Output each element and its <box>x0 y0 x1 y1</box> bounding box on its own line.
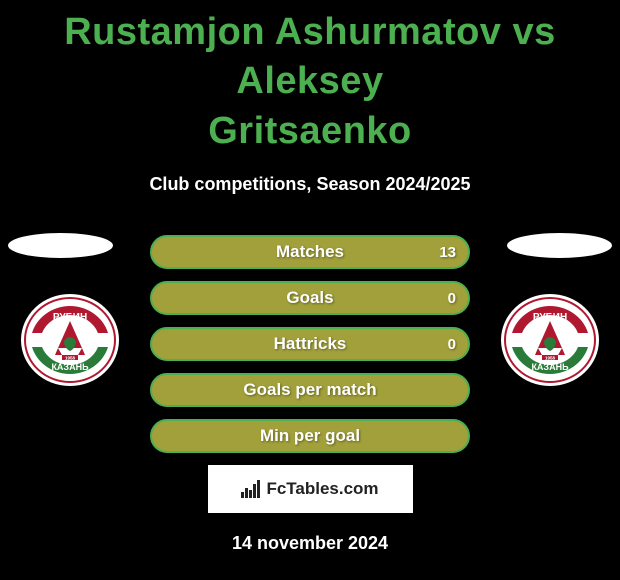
svg-text:КАЗАНЬ: КАЗАНЬ <box>51 362 89 372</box>
stat-label: Goals per match <box>243 380 376 400</box>
stat-label: Min per goal <box>260 426 360 446</box>
stat-row-min-per-goal: Min per goal <box>150 419 470 453</box>
stat-row-goals-per-match: Goals per match <box>150 373 470 407</box>
stat-right-value: 0 <box>448 336 456 353</box>
rubin-kazan-badge-icon: РУБИН КАЗАНЬ 1958 <box>20 293 120 388</box>
comparison-title: Rustamjon Ashurmatov vs Aleksey Gritsaen… <box>0 0 620 156</box>
subtitle: Club competitions, Season 2024/2025 <box>0 174 620 195</box>
stat-label: Matches <box>276 242 344 262</box>
stats-content: РУБИН КАЗАНЬ 1958 РУБИН КАЗАНЬ 1958 Matc… <box>0 235 620 554</box>
stat-label: Hattricks <box>274 334 347 354</box>
fctables-chart-icon <box>241 480 260 498</box>
stat-right-value: 0 <box>448 290 456 307</box>
club-badge-right: РУБИН КАЗАНЬ 1958 <box>500 293 600 388</box>
svg-text:КАЗАНЬ: КАЗАНЬ <box>531 362 569 372</box>
stats-list: Matches 13 Goals 0 Hattricks 0 Goals per… <box>150 235 470 453</box>
club-badge-left: РУБИН КАЗАНЬ 1958 <box>20 293 120 388</box>
stat-right-value: 13 <box>439 244 456 261</box>
date-label: 14 november 2024 <box>0 533 620 554</box>
stat-row-matches: Matches 13 <box>150 235 470 269</box>
svg-text:1958: 1958 <box>545 356 556 361</box>
stat-label: Goals <box>286 288 333 308</box>
svg-text:1958: 1958 <box>65 356 76 361</box>
player-left-placeholder <box>8 233 113 258</box>
rubin-kazan-badge-icon: РУБИН КАЗАНЬ 1958 <box>500 293 600 388</box>
player-right-placeholder <box>507 233 612 258</box>
title-line-1: Rustamjon Ashurmatov vs Aleksey <box>64 11 556 102</box>
stat-row-hattricks: Hattricks 0 <box>150 327 470 361</box>
title-line-2: Gritsaenko <box>208 110 412 152</box>
brand-footer: FcTables.com <box>208 465 413 513</box>
brand-name: FcTables.com <box>266 479 378 499</box>
stat-row-goals: Goals 0 <box>150 281 470 315</box>
